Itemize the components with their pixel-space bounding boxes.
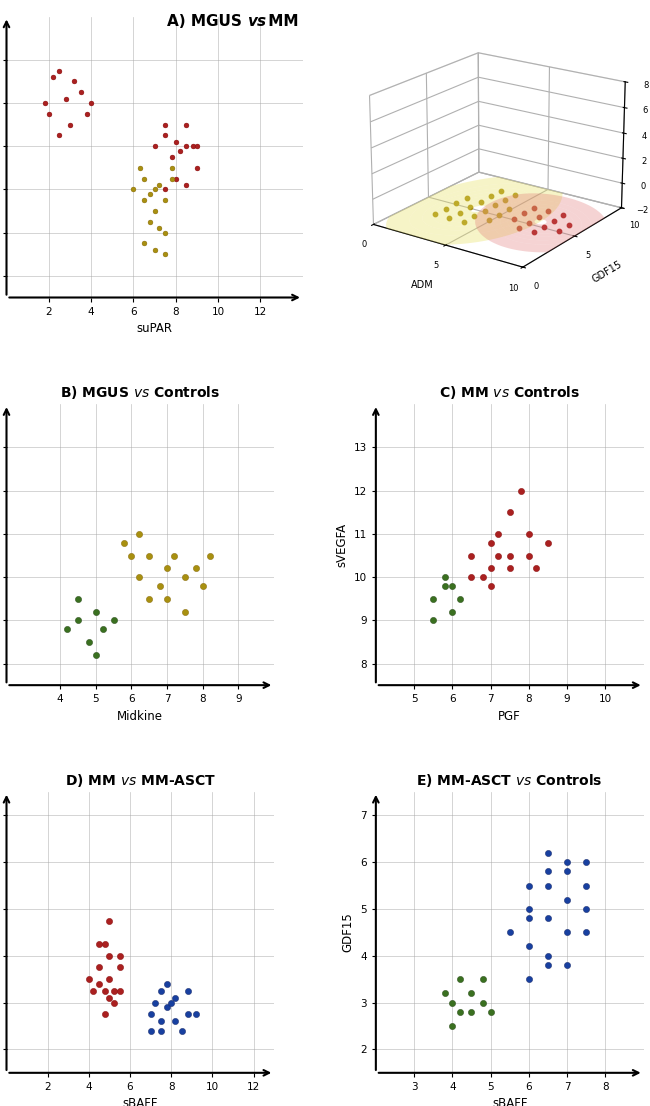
Title: E) MM-ASCT $\it{vs}$ Controls: E) MM-ASCT $\it{vs}$ Controls (417, 772, 603, 789)
Y-axis label: GDF15: GDF15 (342, 912, 355, 952)
Text: A) MGUS: A) MGUS (167, 14, 247, 30)
X-axis label: PGF: PGF (499, 710, 521, 722)
X-axis label: ADM: ADM (411, 280, 434, 290)
X-axis label: sBAFF: sBAFF (492, 1097, 527, 1106)
X-axis label: suPAR: suPAR (136, 322, 173, 335)
Title: D) MM $\it{vs}$ MM-ASCT: D) MM $\it{vs}$ MM-ASCT (65, 772, 216, 789)
X-axis label: sBAFF: sBAFF (123, 1097, 158, 1106)
Y-axis label: GDF15: GDF15 (590, 259, 623, 284)
Y-axis label: sVEGFA: sVEGFA (335, 523, 348, 566)
Title: C) MM $\it{vs}$ Controls: C) MM $\it{vs}$ Controls (439, 384, 580, 401)
X-axis label: Midkine: Midkine (117, 710, 163, 722)
Text: vs: vs (247, 14, 266, 30)
Text: MM: MM (263, 14, 299, 30)
Title: B) MGUS $\it{vs}$ Controls: B) MGUS $\it{vs}$ Controls (60, 384, 220, 401)
